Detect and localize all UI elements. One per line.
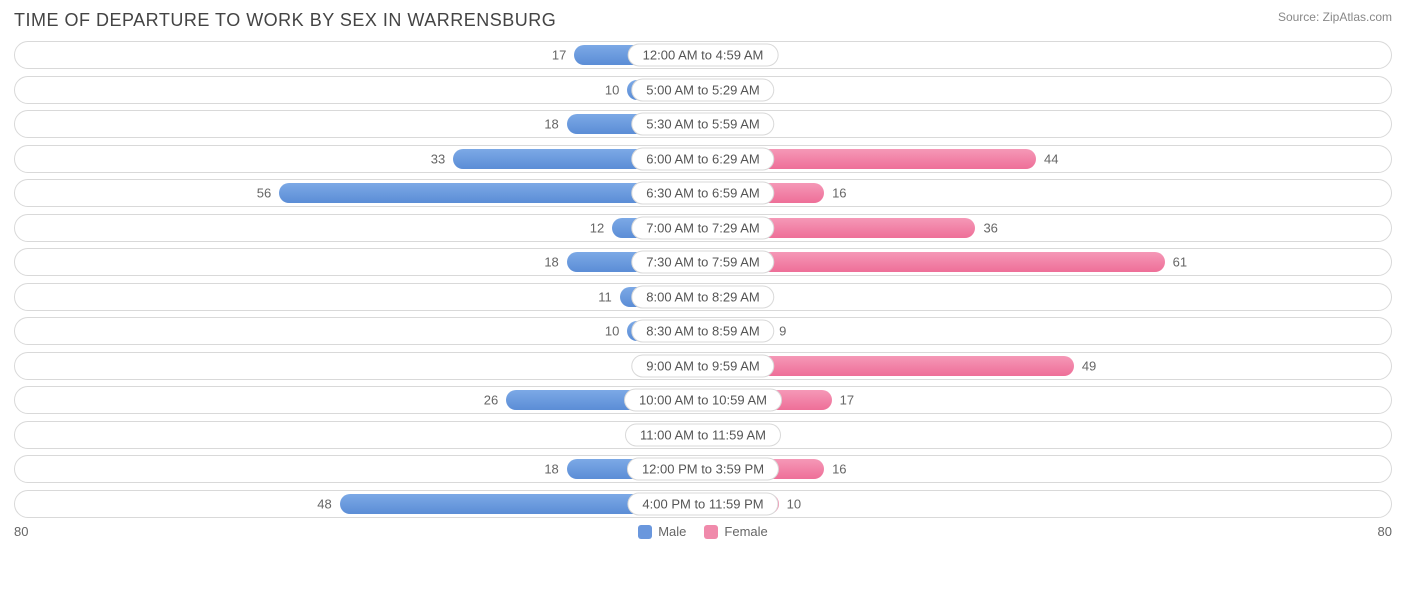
chart-row: 17712:00 AM to 4:59 AM <box>14 41 1392 69</box>
male-swatch <box>638 525 652 539</box>
chart-row: 48 10 4:00 PM to 11:59 PM <box>14 490 1392 518</box>
male-value: 11 <box>598 289 612 304</box>
legend: Male Female <box>638 524 768 539</box>
female-value: 17 <box>840 393 854 408</box>
category-label: 5:30 AM to 5:59 AM <box>631 113 774 136</box>
chart-row: 1005:00 AM to 5:29 AM <box>14 76 1392 104</box>
source-label: Source: ZipAtlas.com <box>1278 10 1392 24</box>
male-value: 18 <box>544 255 558 270</box>
category-label: 7:00 AM to 7:29 AM <box>631 216 774 239</box>
male-value: 26 <box>484 393 498 408</box>
axis-right-max: 80 <box>1378 524 1392 539</box>
category-label: 4:00 PM to 11:59 PM <box>627 492 778 515</box>
chart-row: 0011:00 AM to 11:59 AM <box>14 421 1392 449</box>
chart-row: 18 16 12:00 PM to 3:59 PM <box>14 455 1392 483</box>
axis-left-max: 80 <box>14 524 28 539</box>
chart-row: 1805:30 AM to 5:59 AM <box>14 110 1392 138</box>
female-value: 9 <box>779 324 786 339</box>
category-label: 11:00 AM to 11:59 AM <box>625 423 781 446</box>
female-value: 44 <box>1044 151 1058 166</box>
male-value: 17 <box>552 48 566 63</box>
female-value: 10 <box>787 496 801 511</box>
female-value: 61 <box>1173 255 1187 270</box>
chart-row: 1108:00 AM to 8:29 AM <box>14 283 1392 311</box>
male-value: 18 <box>544 117 558 132</box>
chart-row: 0499:00 AM to 9:59 AM <box>14 352 1392 380</box>
chart-row: 33 44 6:00 AM to 6:29 AM <box>14 145 1392 173</box>
male-value: 33 <box>431 151 445 166</box>
chart-row: 56 16 6:30 AM to 6:59 AM <box>14 179 1392 207</box>
legend-female: Female <box>704 524 767 539</box>
category-label: 12:00 PM to 3:59 PM <box>627 458 779 481</box>
male-value: 10 <box>605 324 619 339</box>
legend-female-label: Female <box>724 524 767 539</box>
female-value: 49 <box>1082 358 1096 373</box>
category-label: 8:00 AM to 8:29 AM <box>631 285 774 308</box>
category-label: 6:00 AM to 6:29 AM <box>631 147 774 170</box>
legend-male: Male <box>638 524 686 539</box>
chart-row: 18 61 7:30 AM to 7:59 AM <box>14 248 1392 276</box>
category-label: 5:00 AM to 5:29 AM <box>631 78 774 101</box>
chart-row: 10 9 8:30 AM to 8:59 AM <box>14 317 1392 345</box>
category-label: 7:30 AM to 7:59 AM <box>631 251 774 274</box>
male-value: 12 <box>590 220 604 235</box>
male-value: 10 <box>605 82 619 97</box>
chart-row: 26 17 10:00 AM to 10:59 AM <box>14 386 1392 414</box>
male-value: 18 <box>544 462 558 477</box>
female-value: 16 <box>832 186 846 201</box>
legend-male-label: Male <box>658 524 686 539</box>
female-swatch <box>704 525 718 539</box>
chart-row: 12 36 7:00 AM to 7:29 AM <box>14 214 1392 242</box>
diverging-bar-chart: 17712:00 AM to 4:59 AM 1005:00 AM to 5:29… <box>14 41 1392 518</box>
category-label: 6:30 AM to 6:59 AM <box>631 182 774 205</box>
category-label: 12:00 AM to 4:59 AM <box>628 44 779 67</box>
male-value: 48 <box>317 496 331 511</box>
category-label: 9:00 AM to 9:59 AM <box>631 354 774 377</box>
category-label: 10:00 AM to 10:59 AM <box>624 389 782 412</box>
female-value: 36 <box>983 220 997 235</box>
chart-title: TIME OF DEPARTURE TO WORK BY SEX IN WARR… <box>14 10 556 31</box>
category-label: 8:30 AM to 8:59 AM <box>631 320 774 343</box>
male-value: 56 <box>257 186 271 201</box>
female-value: 16 <box>832 462 846 477</box>
